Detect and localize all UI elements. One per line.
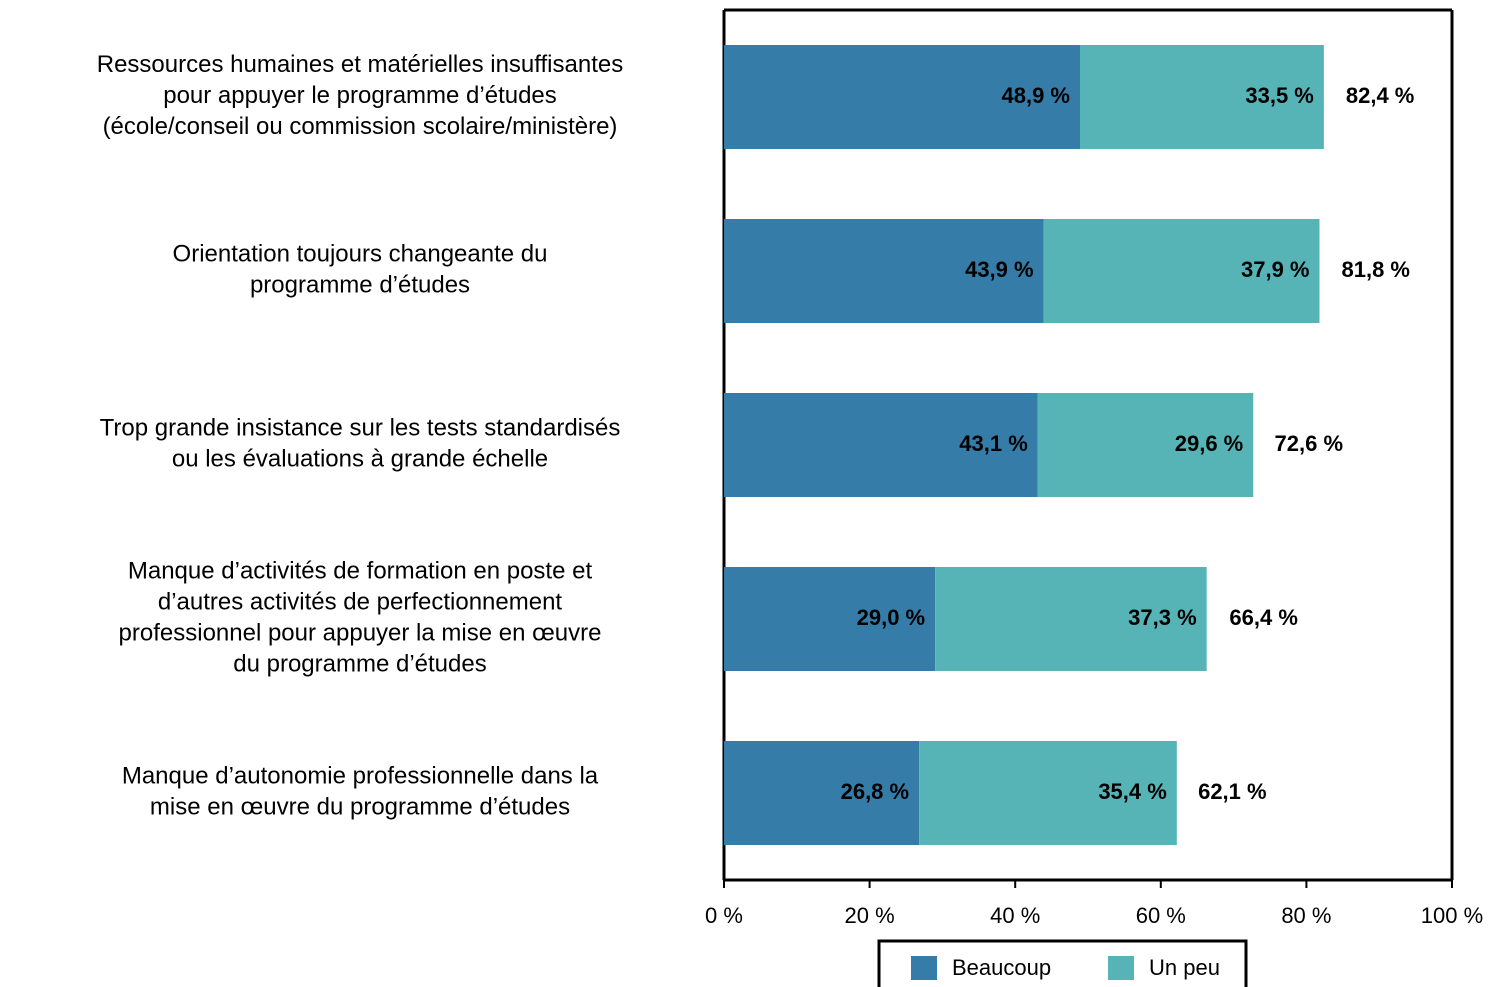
category-label-line: (école/conseil ou commission scolaire/mi…	[103, 113, 618, 140]
category-label: Orientation toujours changeante du progra…	[173, 241, 548, 299]
bar-segment	[1043, 219, 1320, 323]
total-label: 81,8 %	[1342, 257, 1411, 282]
x-tick-label: 80 %	[1281, 903, 1331, 928]
category-label-line: professionnel pour appuyer la mise en œu…	[119, 620, 602, 647]
bar-segment	[1079, 45, 1324, 149]
total-label: 62,1 %	[1198, 779, 1267, 804]
legend-label: Un peu	[1149, 955, 1220, 980]
legend-swatch	[1108, 956, 1134, 980]
category-label-line: d’autres activités de perfectionnement	[158, 589, 563, 616]
value-label: 43,9 %	[965, 257, 1034, 282]
bar-segment	[935, 567, 1207, 671]
category-label-line: Orientation toujours changeante du	[173, 241, 548, 268]
category-label: Trop grande insistance sur les tests sta…	[100, 415, 621, 473]
value-label: 37,3 %	[1128, 605, 1197, 630]
total-label: 66,4 %	[1229, 605, 1298, 630]
category-label-line: du programme d’études	[233, 651, 486, 678]
category-label-line: Ressources humaines et matérielles insuf…	[97, 51, 623, 78]
value-label: 48,9 %	[1001, 83, 1070, 108]
category-label-line: Trop grande insistance sur les tests sta…	[100, 415, 621, 442]
x-tick-label: 100 %	[1421, 903, 1483, 928]
value-label: 35,4 %	[1098, 779, 1167, 804]
legend-label: Beaucoup	[952, 955, 1051, 980]
value-label: 43,1 %	[959, 431, 1028, 456]
x-tick-label: 0 %	[705, 903, 743, 928]
total-label: 72,6 %	[1275, 431, 1344, 456]
bar-segment	[724, 45, 1080, 149]
category-label: Manque d’autonomie professionnelle dans …	[122, 763, 599, 821]
category-label-line: Manque d’activités de formation en poste…	[128, 558, 593, 585]
x-tick-label: 20 %	[845, 903, 895, 928]
legend-box	[877, 939, 1248, 987]
x-tick-label: 40 %	[990, 903, 1040, 928]
category-label-line: programme d’études	[250, 272, 470, 299]
category-label: Manque d’activités de formation en poste…	[119, 558, 602, 678]
value-label: 33,5 %	[1245, 83, 1314, 108]
bar-segment	[724, 741, 920, 845]
value-label: 37,9 %	[1241, 257, 1310, 282]
value-label: 29,0 %	[857, 605, 926, 630]
bar-segment	[1037, 393, 1254, 497]
legend-swatch	[911, 956, 937, 980]
category-label: Ressources humaines et matérielles insuf…	[97, 51, 623, 140]
value-label: 29,6 %	[1175, 431, 1244, 456]
x-tick-label: 60 %	[1136, 903, 1186, 928]
bar-segment	[919, 741, 1177, 845]
total-label: 82,4 %	[1346, 83, 1415, 108]
category-label-line: Manque d’autonomie professionnelle dans …	[122, 763, 599, 790]
category-label-line: ou les évaluations à grande échelle	[172, 446, 548, 473]
category-label-line: pour appuyer le programme d’études	[163, 82, 557, 109]
bar-segment	[724, 219, 1044, 323]
category-label-line: mise en œuvre du programme d’études	[150, 794, 570, 821]
bar-segment	[724, 567, 936, 671]
value-label: 26,8 %	[841, 779, 910, 804]
bar-segment	[724, 393, 1038, 497]
